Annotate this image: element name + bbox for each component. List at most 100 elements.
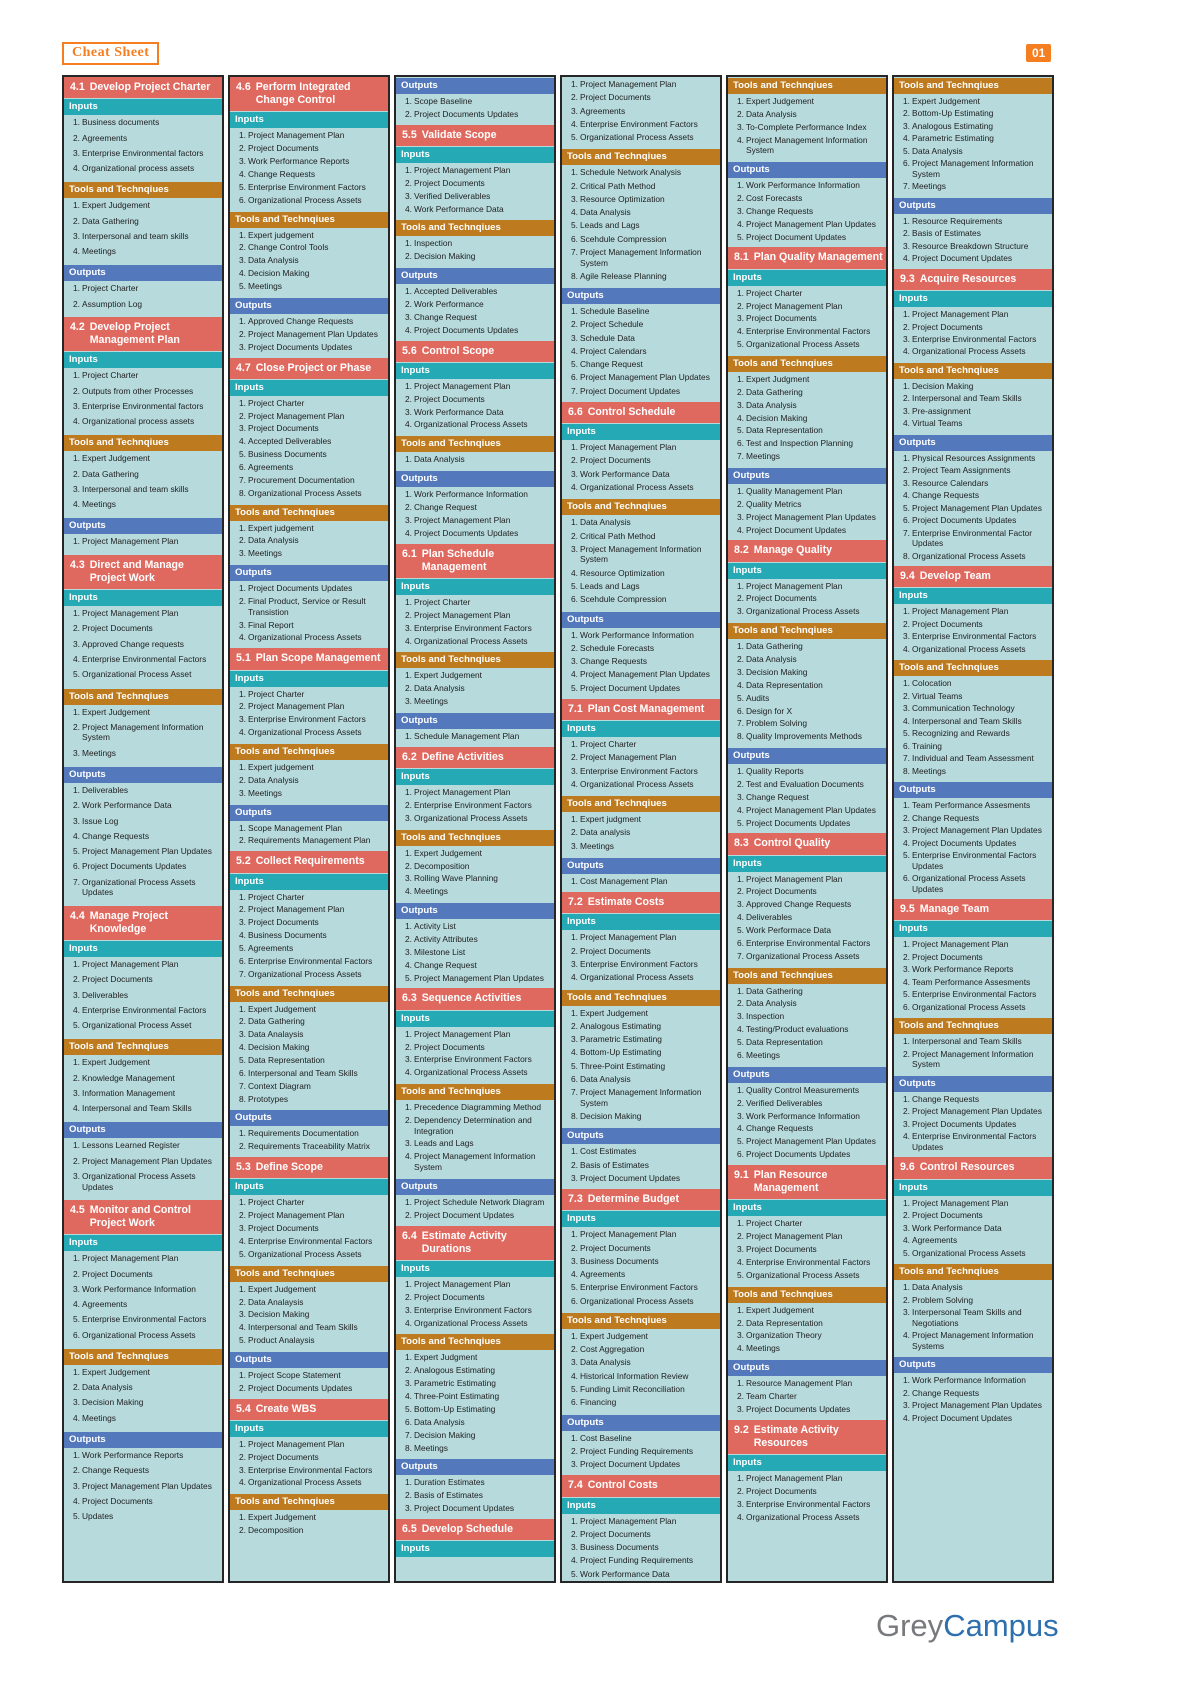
item-number: 1. (73, 959, 80, 970)
item-text: Decision Making (746, 412, 808, 423)
section-header-outputs: Outputs (396, 471, 554, 488)
list-item: 1. Expert Judgement (233, 1512, 387, 1523)
section-header-tools: Tools and Technqiues (728, 967, 886, 984)
item-number: 4. (903, 1131, 910, 1142)
list-item: 6. Test and Inspection Planning (731, 438, 885, 449)
list-item: 2. Change Requests (897, 1388, 1051, 1399)
item-text: Project Documents Updates (746, 817, 851, 828)
process-number: 5.1 (236, 652, 251, 665)
item-number: 1. (73, 1057, 80, 1068)
item-number: 2. (405, 298, 412, 309)
item-number: 1. (903, 1282, 910, 1293)
outputs-list: 1. Project Schedule Network Diagram 2. Proj… (396, 1195, 554, 1226)
item-text: Interpersonal and Team Skills (912, 393, 1022, 404)
item-text: Activity List (414, 921, 456, 932)
item-text: Funding Limit Reconciliation (580, 1384, 685, 1395)
item-text: Schedule Data (580, 332, 635, 343)
item-number: 3. (73, 1087, 80, 1098)
item-text: Financing (580, 1397, 617, 1408)
item-text: Organizational Process Assets (414, 1317, 528, 1328)
item-text: Quality Improvements Methods (746, 731, 862, 742)
list-item: 5. Enterprise Environmental Factors (897, 989, 1051, 1000)
item-number: 1. (73, 1450, 80, 1460)
item-text: Project Management Plan (82, 536, 179, 547)
process-title: 6.4 Estimate Activity Durations (396, 1225, 554, 1261)
item-number: 5. (903, 502, 910, 513)
item-number: 3. (737, 1403, 744, 1414)
item-text: Data Gathering (746, 985, 803, 996)
process-name: Estimate Activity Resources (753, 1423, 839, 1449)
list-item: 3. Milestone List (399, 947, 553, 958)
item-text: Project Management Information System (746, 134, 868, 156)
item-text: Data Gathering (248, 1016, 305, 1027)
item-text: Organizational Process Assets (82, 1329, 196, 1340)
item-text: Resource Calendars (912, 477, 989, 488)
item-number: 5. (73, 846, 80, 857)
item-text: Resource Requirements (912, 215, 1003, 226)
item-text: Change Request (414, 311, 477, 322)
item-number: 3. (903, 477, 910, 488)
item-number: 3. (73, 1283, 80, 1294)
item-text: Meetings (82, 499, 116, 510)
item-number: 2. (239, 143, 246, 154)
item-number: 4. (571, 207, 578, 218)
item-number: 3. (405, 1378, 412, 1389)
process-name: Control Quality (753, 837, 831, 850)
item-text: Project Documents Updates (248, 583, 353, 594)
item-number: 1. (571, 79, 578, 89)
item-text: Expert Judgment (746, 373, 810, 384)
item-text: Project Management Plan (746, 1473, 843, 1484)
process-title: 4.3 Direct and Manage Project Work (64, 554, 222, 590)
item-text: Change Requests (248, 169, 316, 180)
section-header-inputs: Inputs (894, 1179, 1052, 1196)
item-number: 1. (405, 596, 412, 607)
item-number: 4. (903, 715, 910, 726)
process-number: 6.1 (402, 547, 417, 560)
section-header-inputs: Inputs (728, 562, 886, 579)
list-item: 1. Project Management Plan (67, 1253, 221, 1264)
item-text: Work Performance Information (414, 489, 528, 500)
process-name: Direct and Manage Project Work (89, 558, 184, 584)
list-item: 5. Project Management Plan Updates (731, 1136, 885, 1147)
item-text: Final Report (248, 619, 294, 630)
item-number: 5. (737, 1037, 744, 1048)
item-number: 7. (239, 474, 246, 485)
process-title: 9.4 Develop Team (894, 566, 1052, 588)
list-item: 5. Project Management Plan Updates (399, 973, 553, 984)
item-number: 1. (239, 229, 246, 240)
item-text: Organizational Process Assets (248, 1477, 362, 1488)
item-number: 5. (571, 1282, 578, 1293)
section-header-outputs: Outputs (396, 268, 554, 285)
list-item: 2. Project Team Assignments (897, 465, 1051, 476)
item-text: Expert Judgement (248, 1512, 316, 1523)
section-header-tools: Tools and Technqiues (728, 623, 886, 640)
item-number: 3. (239, 1223, 246, 1234)
item-number: 2. (239, 1210, 246, 1221)
item-number: 7. (571, 385, 578, 396)
inputs-list: 1. Project Charter 2. Project Management Pl… (230, 687, 388, 743)
section-header-tools: Tools and Technqiues (230, 504, 388, 521)
item-number: 5. (73, 669, 80, 680)
item-text: Project Document Updates (912, 253, 1013, 264)
list-item: 2. Project Documents (399, 1292, 553, 1303)
list-item: 1. Project Charter (233, 1197, 387, 1208)
item-number: 4. (737, 1024, 744, 1035)
item-text: Recognizing and Rewards (912, 728, 1010, 739)
item-number: 5. (405, 972, 412, 983)
list-item: 3. Project Document Updates (399, 1503, 553, 1514)
item-text: Project Documents (912, 1210, 983, 1221)
item-text: Lessons Learned Register (82, 1140, 180, 1151)
list-item: 2. Project Schedule (565, 319, 719, 330)
item-text: Project Documents (746, 313, 817, 324)
list-item: 3. Project Management Information System (565, 544, 719, 565)
list-item: 5. Agreements (233, 943, 387, 954)
item-number: 3. (571, 1357, 578, 1368)
list-item: 3. Final Report (233, 620, 387, 631)
process-title: 6.1 Plan Schedule Management (396, 543, 554, 578)
item-text: Project Management Plan Updates (912, 1106, 1042, 1117)
tools-list: 1. Expert Judgement 2. Decomposition 3. Rolli… (396, 846, 554, 902)
section-header-outputs: Outputs (64, 265, 222, 282)
inputs-list: 1. Project Management Plan 2. Project Docum… (894, 604, 1052, 659)
item-text: Decision Making (580, 1111, 642, 1122)
list-item: 4. Project Calendars (565, 346, 719, 357)
